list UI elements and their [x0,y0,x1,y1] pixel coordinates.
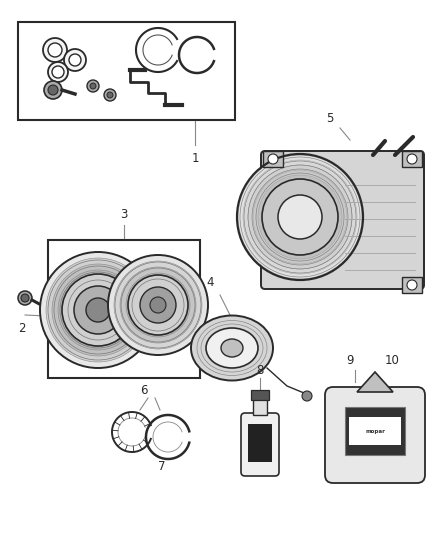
Text: 2: 2 [18,321,26,335]
Circle shape [48,62,68,82]
Circle shape [248,165,352,269]
Circle shape [18,291,32,305]
Circle shape [407,154,417,164]
Circle shape [302,391,312,401]
Circle shape [48,43,62,57]
Circle shape [52,264,144,356]
Circle shape [43,38,67,62]
Circle shape [120,267,196,343]
Circle shape [69,54,81,66]
Ellipse shape [206,328,258,368]
Circle shape [150,297,166,313]
Circle shape [74,286,122,334]
Circle shape [140,287,176,323]
Bar [48,240,200,378]
Bar [402,277,422,293]
FancyBboxPatch shape [325,387,425,483]
Bar [253,397,267,415]
Circle shape [52,66,64,78]
Text: 9: 9 [346,353,354,367]
Circle shape [48,85,58,95]
Bar [349,417,401,445]
Circle shape [278,195,322,239]
Circle shape [46,258,150,362]
Text: mopar: mopar [365,430,385,434]
Bar [345,407,405,455]
Circle shape [114,261,202,349]
Circle shape [58,270,138,350]
Circle shape [268,154,278,164]
Circle shape [87,80,99,92]
Bar [18,22,235,120]
Circle shape [238,155,362,279]
Circle shape [21,294,29,302]
Circle shape [407,280,417,290]
Circle shape [107,92,113,98]
Text: 8: 8 [256,364,264,376]
Text: 5: 5 [326,111,334,125]
Text: 1: 1 [191,151,199,165]
Circle shape [128,275,188,335]
Bar [248,424,272,462]
Circle shape [126,273,190,337]
Bar [263,151,283,167]
Circle shape [262,179,338,255]
Circle shape [40,252,156,368]
Circle shape [104,89,116,101]
FancyBboxPatch shape [261,151,424,289]
Text: 7: 7 [158,461,166,473]
Ellipse shape [191,316,273,381]
FancyBboxPatch shape [241,413,279,476]
Circle shape [62,274,134,346]
Circle shape [90,83,96,89]
Circle shape [253,170,347,264]
Bar [251,390,269,400]
Circle shape [258,175,342,259]
Circle shape [108,255,208,355]
Ellipse shape [221,339,243,357]
Text: 6: 6 [140,384,148,397]
Circle shape [86,298,110,322]
Bar [402,151,422,167]
Text: 4: 4 [206,277,214,289]
Text: 10: 10 [385,353,399,367]
Text: 3: 3 [120,208,128,222]
Circle shape [64,49,86,71]
Polygon shape [357,372,393,392]
Circle shape [44,81,62,99]
Circle shape [243,160,357,274]
